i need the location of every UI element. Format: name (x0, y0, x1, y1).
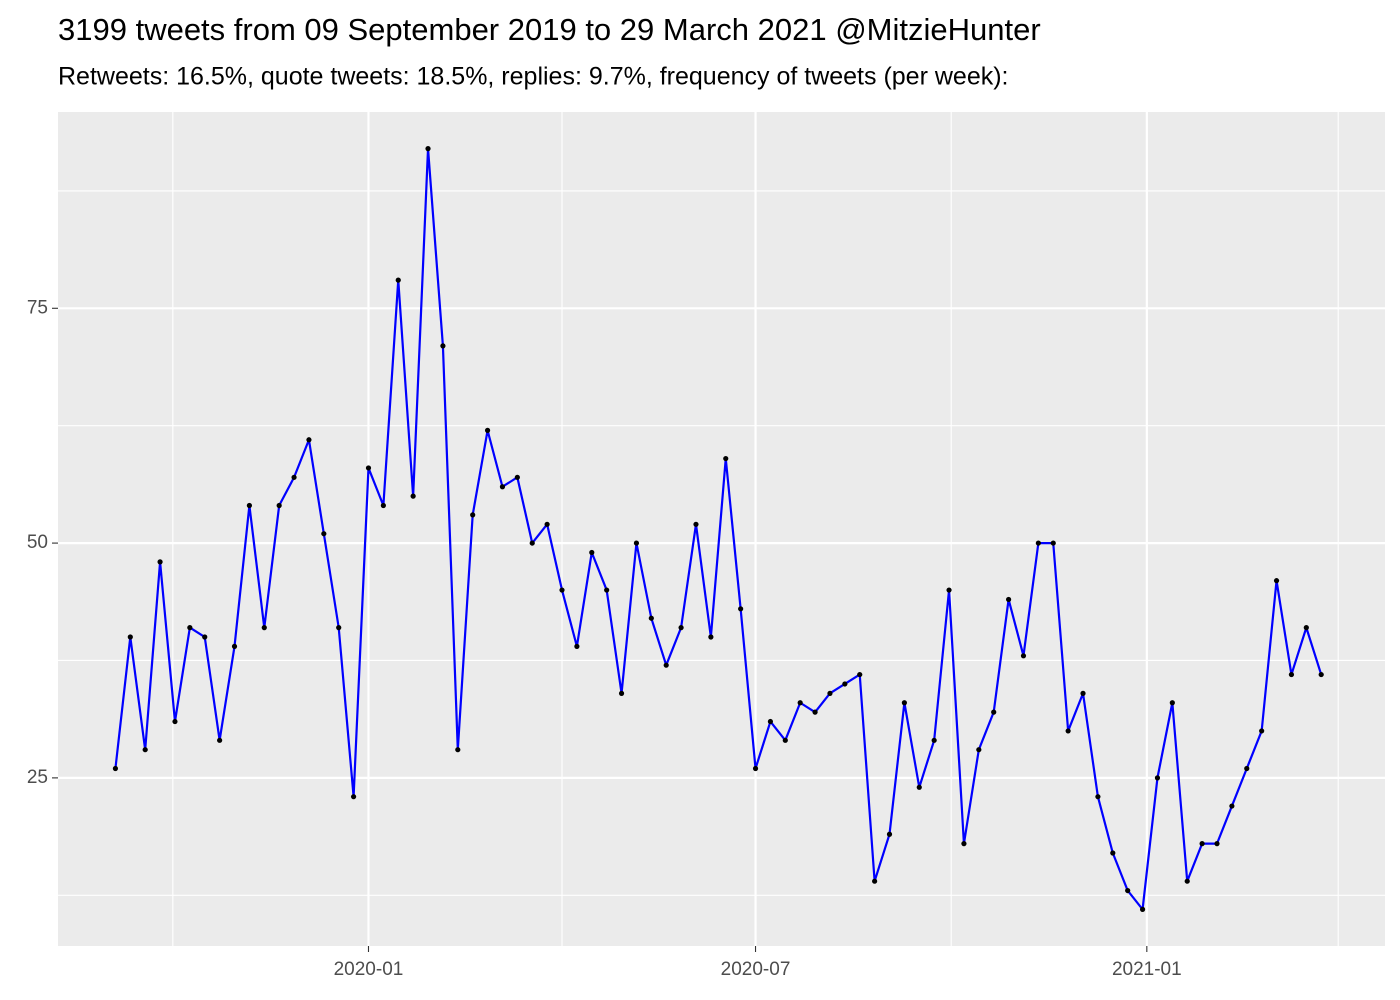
data-point (1214, 841, 1220, 847)
data-point (514, 474, 520, 480)
data-point (1184, 878, 1190, 884)
data-point (365, 465, 372, 471)
data-point (350, 794, 357, 800)
data-point (886, 831, 893, 837)
data-point (484, 427, 491, 433)
data-point (1259, 728, 1265, 734)
data-point (633, 540, 640, 546)
data-point (544, 521, 550, 527)
data-line (114, 147, 1323, 911)
chart-subtitle: Retweets: 16.5%, quote tweets: 18.5%, re… (58, 63, 1009, 91)
data-point (231, 643, 238, 649)
data-point (455, 747, 461, 753)
data-point (395, 277, 401, 283)
data-point (618, 690, 625, 696)
y-tick-label: 25 (27, 767, 48, 788)
data-point (1065, 728, 1071, 734)
data-point (1035, 540, 1041, 546)
data-point (217, 737, 223, 743)
data-point (916, 784, 922, 790)
data-point (127, 634, 133, 640)
data-point (872, 878, 878, 884)
data-point (589, 549, 595, 556)
data-point (752, 765, 759, 772)
data-point (1169, 700, 1175, 706)
data-point (112, 765, 119, 772)
data-point (1095, 794, 1101, 800)
x-tick-label: 2021-01 (1112, 959, 1182, 980)
chart-title: 3199 tweets from 09 September 2019 to 29… (58, 12, 1041, 47)
data-point (321, 531, 327, 537)
data-point (812, 709, 818, 715)
x-tick-label: 2020-07 (721, 959, 791, 980)
data-point (797, 700, 803, 706)
data-point (782, 737, 788, 743)
data-point (678, 625, 684, 631)
data-point (440, 343, 446, 349)
data-point (380, 502, 386, 509)
data-point (276, 502, 282, 509)
data-point (1005, 596, 1012, 603)
data-point (901, 700, 907, 706)
data-point (931, 737, 937, 743)
data-point (336, 625, 342, 631)
data-point (1318, 671, 1324, 678)
data-point (1125, 887, 1131, 894)
data-point (723, 455, 729, 462)
data-point (1154, 775, 1161, 781)
data-point (1229, 803, 1235, 809)
data-point (1199, 841, 1205, 847)
data-point (202, 634, 208, 640)
data-point (142, 747, 148, 753)
data-point (425, 146, 431, 152)
data-point (246, 502, 252, 509)
data-point (157, 559, 163, 565)
data-point (767, 718, 774, 725)
data-point (1288, 671, 1295, 678)
data-point (470, 512, 476, 518)
data-point (842, 681, 848, 687)
data-point (306, 437, 312, 443)
data-point (559, 587, 565, 593)
data-point (708, 634, 714, 640)
data-point (1303, 625, 1309, 631)
data-point (1244, 765, 1250, 772)
data-point (961, 841, 967, 847)
data-point (172, 718, 178, 725)
data-point (1110, 850, 1116, 856)
data-point (1139, 906, 1146, 912)
data-point (827, 690, 833, 696)
data-point (1273, 578, 1280, 584)
data-point (1050, 540, 1056, 546)
data-point (648, 615, 654, 621)
data-point (663, 662, 669, 668)
data-point (693, 521, 699, 527)
data-point (991, 709, 997, 715)
data-point (857, 671, 863, 678)
data-point (604, 587, 610, 593)
plot-panel (58, 112, 1385, 946)
x-tick-label: 2020-01 (334, 959, 404, 980)
data-point (187, 625, 193, 631)
y-tick-label: 50 (27, 532, 48, 553)
data-point (499, 484, 506, 490)
data-point (261, 625, 267, 631)
data-point (529, 540, 535, 546)
data-point (1080, 690, 1086, 696)
data-point (1020, 653, 1027, 659)
y-tick-label: 75 (27, 297, 48, 318)
data-point (291, 474, 297, 480)
data-point (574, 643, 580, 649)
data-point (946, 587, 952, 593)
data-point (976, 747, 982, 753)
data-point (410, 493, 416, 499)
data-point (738, 606, 744, 612)
